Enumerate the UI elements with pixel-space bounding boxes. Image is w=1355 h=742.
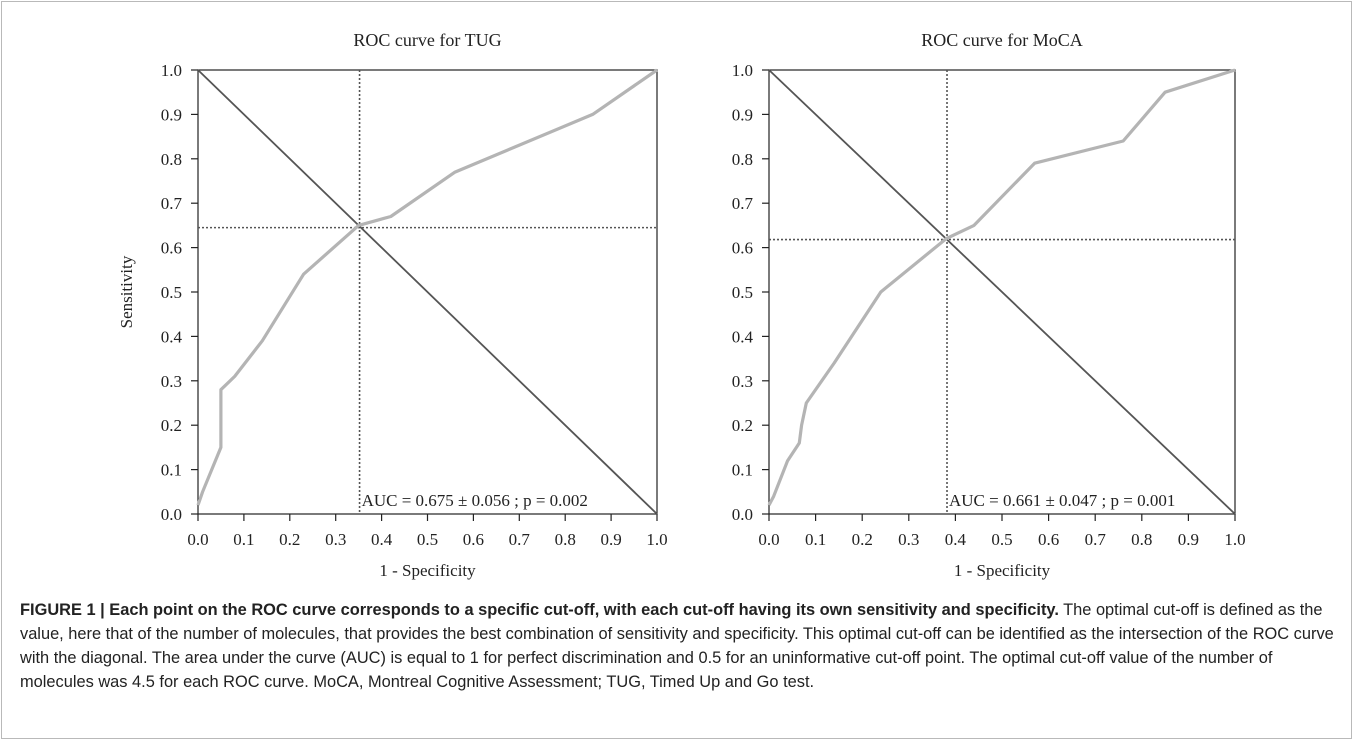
auc-annotation: AUC = 0.661 ± 0.047 ; p = 0.001 xyxy=(949,491,1175,510)
x-tick-label: 0.7 xyxy=(509,530,531,549)
y-axis-label: Sensitivity xyxy=(117,255,136,328)
roc-figure: ROC curve for TUG 0.0 0.1 0.2 0.3 0.4 0.5 0.6 0.… xyxy=(117,30,1246,580)
y-tick-label: 0.2 xyxy=(161,416,182,435)
x-tick-label: 0.6 xyxy=(1038,530,1059,549)
x-tick-label: 0.8 xyxy=(555,530,576,549)
roc-curve-line xyxy=(196,68,658,506)
x-axis-label: 1 - Specificity xyxy=(379,561,476,580)
y-tick-label: 0.1 xyxy=(732,461,753,480)
y-tick-label: 0.4 xyxy=(732,327,754,346)
auc-annotation: AUC = 0.675 ± 0.056 ; p = 0.002 xyxy=(362,491,588,510)
y-tick-label: 1.0 xyxy=(161,61,182,80)
y-tick-label: 0.1 xyxy=(161,461,182,480)
y-tick-label: 0.8 xyxy=(732,150,753,169)
y-tick-label: 0.5 xyxy=(732,283,753,302)
diagonal-reference-line xyxy=(768,69,1236,515)
y-tick-label: 0.3 xyxy=(161,372,182,391)
chart-title: ROC curve for MoCA xyxy=(921,30,1082,50)
x-tick-label: 0.5 xyxy=(417,530,438,549)
caption-title: FIGURE 1 | Each point on the ROC curve c… xyxy=(20,601,1059,619)
x-tick-label: 0.4 xyxy=(945,530,967,549)
y-tick-label: 0.2 xyxy=(732,416,753,435)
y-tick-label: 0.7 xyxy=(161,194,183,213)
x-tick-label: 0.5 xyxy=(991,530,1012,549)
y-tick-label: 0.4 xyxy=(161,327,183,346)
x-tick-label: 0.0 xyxy=(758,530,779,549)
x-axis-label: 1 - Specificity xyxy=(954,561,1051,580)
chart-title: ROC curve for TUG xyxy=(353,30,501,50)
x-tick-label: 0.2 xyxy=(852,530,873,549)
roc-chart-1: ROC curve for TUG 0.0 0.1 0.2 0.3 0.4 0.5 0.6 0.… xyxy=(117,30,668,580)
x-tick-label: 0.4 xyxy=(371,530,393,549)
x-tick-label: 0.9 xyxy=(600,530,621,549)
x-tick-label: 0.8 xyxy=(1131,530,1152,549)
x-tick-label: 0.6 xyxy=(463,530,484,549)
y-tick-label: 0.8 xyxy=(161,150,182,169)
roc-curve-line xyxy=(767,68,1236,506)
y-tick-label: 0.9 xyxy=(732,105,753,124)
caption-body: The optimal cut-off is defined as the va… xyxy=(20,601,1334,691)
y-tick-label: 0.5 xyxy=(161,283,182,302)
x-tick-label: 0.3 xyxy=(898,530,919,549)
x-tick-label: 0.7 xyxy=(1085,530,1107,549)
x-tick-label: 0.2 xyxy=(279,530,300,549)
x-tick-label: 1.0 xyxy=(1224,530,1245,549)
x-tick-label: 0.0 xyxy=(187,530,208,549)
y-tick-label: 0.7 xyxy=(732,194,754,213)
y-tick-label: 0.0 xyxy=(732,505,753,524)
x-tick-label: 0.9 xyxy=(1178,530,1199,549)
x-tick-label: 0.3 xyxy=(325,530,346,549)
y-tick-label: 0.6 xyxy=(732,239,753,258)
roc-chart-2: ROC curve for MoCA 0.0 0.1 0.2 0.3 0.4 0.5 0.6 0… xyxy=(732,30,1246,580)
y-tick-label: 0.3 xyxy=(732,372,753,391)
x-tick-label: 0.1 xyxy=(805,530,826,549)
y-tick-label: 0.0 xyxy=(161,505,182,524)
figure-caption: FIGURE 1 | Each point on the ROC curve c… xyxy=(20,598,1338,694)
y-tick-label: 0.9 xyxy=(161,105,182,124)
x-tick-label: 0.1 xyxy=(233,530,254,549)
y-tick-label: 0.6 xyxy=(161,239,182,258)
diagonal-reference-line xyxy=(197,69,658,515)
x-tick-label: 1.0 xyxy=(646,530,667,549)
y-tick-label: 1.0 xyxy=(732,61,753,80)
